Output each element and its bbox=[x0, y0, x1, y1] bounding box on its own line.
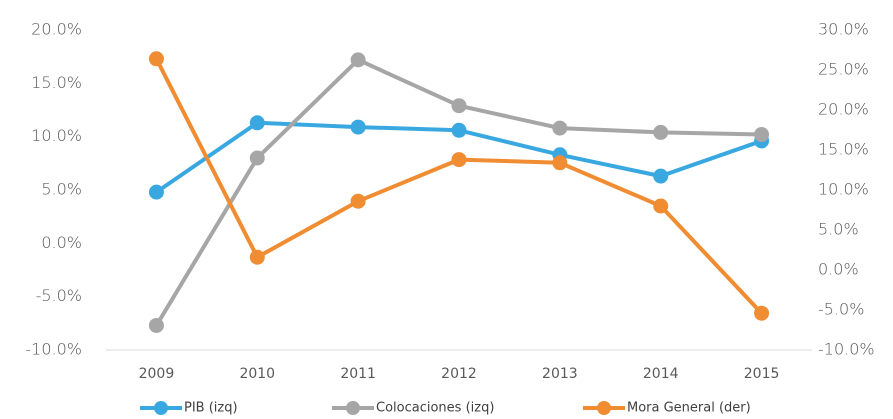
point bbox=[350, 52, 366, 68]
x-tick-label: 2014 bbox=[643, 366, 679, 382]
y2-tick-label: 25.0% bbox=[818, 60, 869, 79]
y2-tick-label: 30.0% bbox=[818, 20, 869, 39]
series-line bbox=[154, 57, 764, 315]
legend-marker bbox=[346, 401, 360, 415]
legend-marker bbox=[154, 401, 168, 415]
point bbox=[249, 249, 265, 265]
x-tick-label: 2013 bbox=[542, 366, 578, 382]
point bbox=[249, 150, 265, 166]
point bbox=[451, 152, 467, 168]
point bbox=[552, 120, 568, 136]
y2-tick-label: 10.0% bbox=[818, 180, 869, 199]
y-tick-label: 0.0% bbox=[41, 233, 82, 252]
y-tick-label: 15.0% bbox=[31, 73, 82, 92]
x-tick-label: 2009 bbox=[139, 366, 175, 382]
legend-label: Colocaciones (izq) bbox=[376, 401, 494, 416]
point bbox=[451, 98, 467, 114]
point bbox=[148, 317, 164, 333]
point bbox=[148, 51, 164, 67]
y-tick-label: -10.0% bbox=[25, 340, 82, 359]
y2-tick-label: -5.0% bbox=[818, 300, 864, 319]
point bbox=[350, 193, 366, 209]
legend-label: PIB (izq) bbox=[184, 401, 238, 416]
y-tick-label: -5.0% bbox=[36, 286, 82, 305]
point bbox=[653, 168, 669, 184]
point bbox=[754, 127, 770, 143]
y2-tick-label: 20.0% bbox=[818, 100, 869, 119]
y2-tick-label: 5.0% bbox=[818, 220, 859, 239]
y2-tick-label: 15.0% bbox=[818, 140, 869, 159]
legend-marker bbox=[597, 401, 611, 415]
point bbox=[249, 115, 265, 131]
point bbox=[653, 124, 669, 140]
y-tick-label: 10.0% bbox=[31, 126, 82, 145]
y2-tick-label: -10.0% bbox=[818, 340, 875, 359]
point bbox=[350, 119, 366, 135]
x-tick-label: 2012 bbox=[441, 366, 477, 382]
x-tick-label: 2010 bbox=[239, 366, 275, 382]
point bbox=[451, 122, 467, 138]
y-tick-label: 20.0% bbox=[31, 20, 82, 39]
point bbox=[148, 184, 164, 200]
x-tick-label: 2015 bbox=[744, 366, 780, 382]
x-tick-label: 2011 bbox=[340, 366, 376, 382]
y2-tick-label: 0.0% bbox=[818, 260, 859, 279]
y-tick-label: 5.0% bbox=[41, 180, 82, 199]
point bbox=[552, 155, 568, 171]
legend-label: Mora General (der) bbox=[627, 401, 751, 416]
point bbox=[653, 198, 669, 214]
point bbox=[754, 305, 770, 321]
